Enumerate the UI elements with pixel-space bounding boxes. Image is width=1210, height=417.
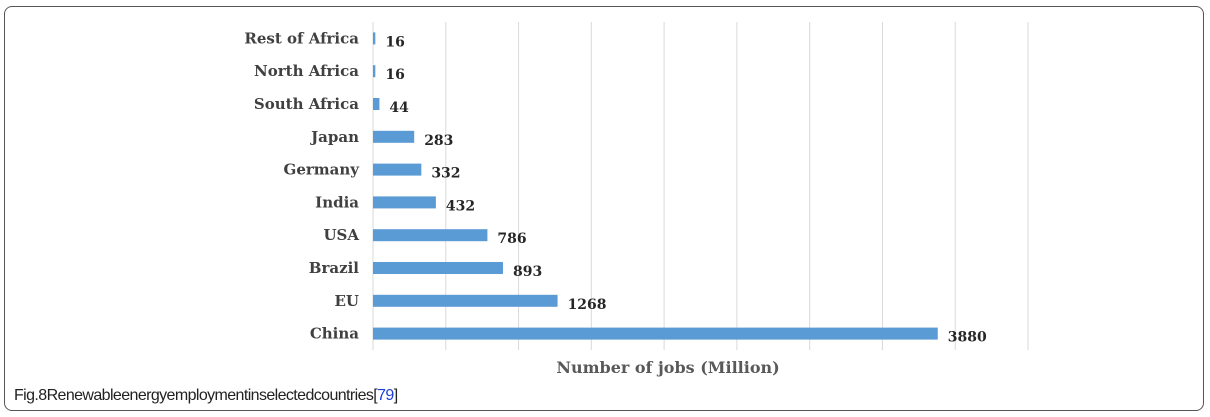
category-labels: Rest of Africa North Africa South Africa Ja… [244,29,360,342]
value-label: 1268 [568,297,607,313]
bar [373,98,380,110]
category-label: India [315,193,359,211]
caption-reference-link[interactable]: 79 [377,387,394,404]
figure-frame [4,6,1204,411]
bar [373,229,488,242]
bars [373,32,938,340]
category-label: North Africa [254,62,359,80]
value-labels: 16 16 44 283 332 432 786 893 1268 3880 [385,34,987,345]
category-label: South Africa [254,95,359,113]
bar [373,32,376,45]
value-label: 786 [497,231,526,247]
bar [373,327,938,340]
bar [373,130,415,143]
value-label: 332 [431,166,460,182]
bar [373,294,558,307]
value-label: 432 [446,198,475,214]
value-label: 44 [389,100,409,116]
category-label: Brazil [309,259,360,277]
caption-close-bracket: ] [393,387,398,404]
bar [373,196,436,209]
value-label: 16 [385,67,404,83]
category-label: EU [334,292,359,310]
category-label: Germany [284,161,361,179]
category-label: Japan [309,128,359,146]
value-label: 283 [424,133,453,149]
x-axis-title: Number of jobs (Million) [556,358,779,377]
caption-text: Fig.8Renewableenergyemploymentinselected… [14,387,378,404]
value-label: 16 [385,34,404,50]
figure-caption: Fig.8Renewableenergyemploymentinselected… [14,387,398,405]
category-label: Rest of Africa [244,29,359,47]
category-label: China [310,325,359,343]
bar [373,65,376,78]
category-label: USA [323,226,359,244]
bar [373,262,503,274]
value-label: 893 [513,264,542,280]
value-label: 3880 [948,330,987,346]
bar [373,163,422,176]
